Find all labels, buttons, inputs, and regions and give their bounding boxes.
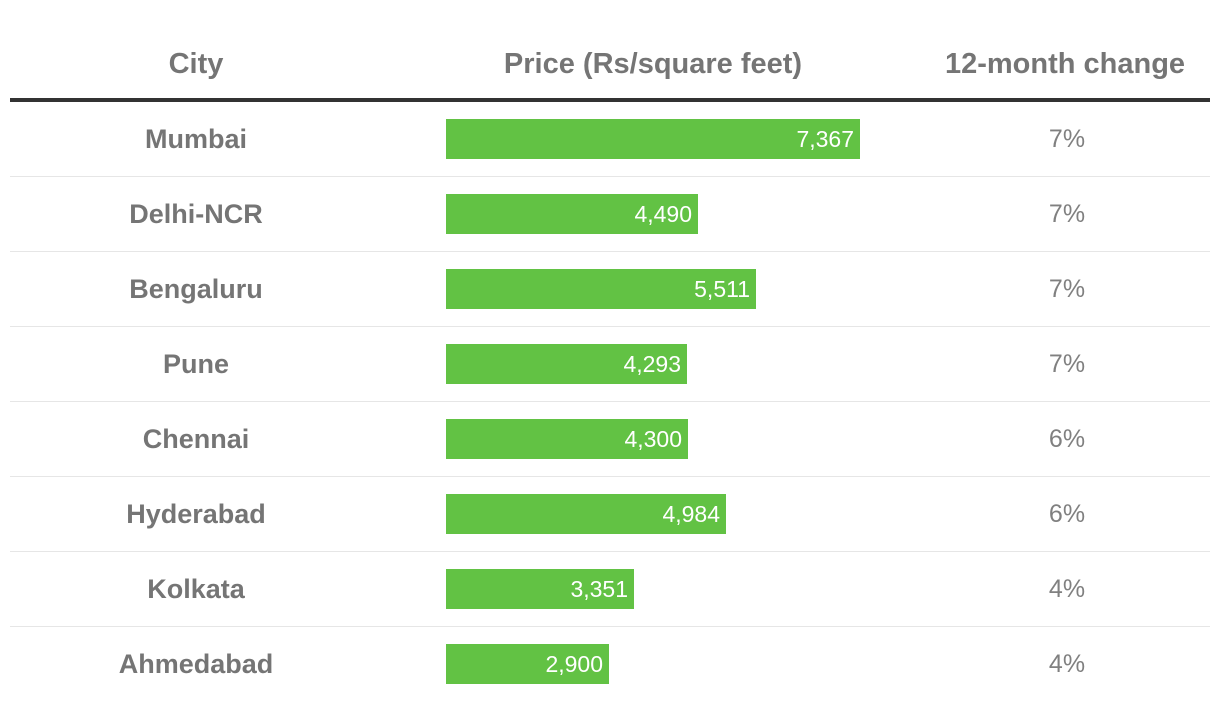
column-header-city: City — [168, 48, 224, 80]
city-label: Hyderabad — [126, 499, 266, 529]
price-bar: 2,900 — [446, 644, 609, 684]
city-label: Delhi-NCR — [129, 199, 263, 229]
city-label: Kolkata — [147, 574, 245, 604]
change-value: 6% — [1048, 425, 1086, 453]
price-value-label: 4,984 — [662, 501, 720, 527]
price-bar: 4,984 — [446, 494, 726, 534]
change-value: 6% — [1048, 500, 1086, 528]
city-label: Chennai — [142, 424, 250, 454]
price-bar: 4,293 — [446, 344, 687, 384]
change-value: 4% — [1048, 575, 1086, 603]
change-value: 7% — [1048, 350, 1086, 378]
change-value: 4% — [1048, 650, 1086, 678]
price-value-label: 4,490 — [634, 201, 692, 227]
table-header: City Price (Rs/square feet) 12-month cha… — [10, 30, 1210, 102]
price-bar: 3,351 — [446, 569, 634, 609]
column-header-change: 12-month change — [944, 48, 1186, 80]
table-row: Hyderabad 4,984 6% — [10, 477, 1210, 552]
table-row: Mumbai 7,367 7% — [10, 102, 1210, 177]
price-value-label: 2,900 — [545, 651, 603, 677]
price-value-label: 5,511 — [694, 276, 750, 302]
table-row: Kolkata 3,351 4% — [10, 552, 1210, 627]
price-bar: 5,511 — [446, 269, 756, 309]
price-bar: 4,490 — [446, 194, 698, 234]
change-value: 7% — [1048, 125, 1086, 153]
column-header-price: Price (Rs/square feet) — [503, 48, 803, 80]
table-row: Chennai 4,300 6% — [10, 402, 1210, 477]
city-label: Ahmedabad — [118, 649, 274, 679]
city-label: Pune — [162, 349, 229, 379]
table-row: Bengaluru 5,511 7% — [10, 252, 1210, 327]
table-row: Pune 4,293 7% — [10, 327, 1210, 402]
table-body: Mumbai 7,367 7% Delhi-NCR 4,490 7% Bengaluru 5,… — [10, 102, 1210, 701]
price-value-label: 4,293 — [623, 351, 681, 377]
city-label: Bengaluru — [129, 274, 263, 304]
table-row: Ahmedabad 2,900 4% — [10, 627, 1210, 701]
table-row: Delhi-NCR 4,490 7% — [10, 177, 1210, 252]
price-value-label: 7,367 — [796, 126, 854, 152]
price-bar: 4,300 — [446, 419, 688, 459]
change-value: 7% — [1048, 200, 1086, 228]
price-table: City Price (Rs/square feet) 12-month cha… — [10, 30, 1210, 701]
price-value-label: 4,300 — [624, 426, 682, 452]
price-bar: 7,367 — [446, 119, 860, 159]
price-value-label: 3,351 — [570, 576, 628, 602]
change-value: 7% — [1048, 275, 1086, 303]
city-label: Mumbai — [144, 124, 247, 154]
